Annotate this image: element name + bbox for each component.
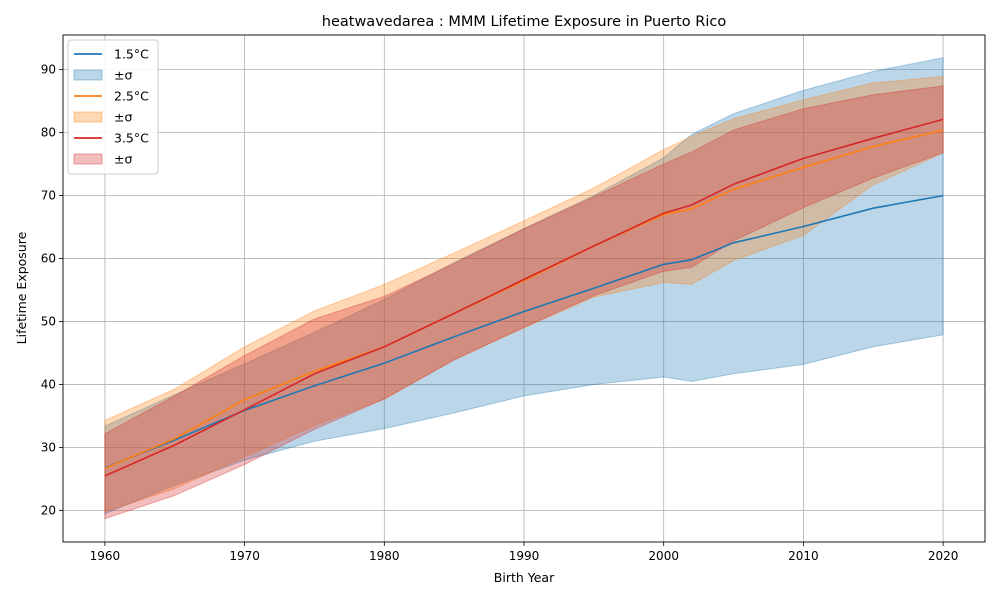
y-tick-label: 40 <box>41 378 56 392</box>
x-tick-label: 2020 <box>928 549 959 563</box>
y-tick-label: 80 <box>41 126 56 140</box>
series-lines <box>104 118 944 477</box>
legend-label-line-3: 3.5°C <box>114 131 149 146</box>
legend-label-line-1: 1.5°C <box>114 47 149 62</box>
grid <box>63 35 985 542</box>
legend-band-swatch <box>73 111 103 123</box>
y-tick-label: 50 <box>41 315 56 329</box>
legend-box <box>67 39 159 175</box>
legend-label-line-2: 2.5°C <box>114 89 149 104</box>
x-tick-label: 1960 <box>90 549 121 563</box>
chart-title: heatwavedarea : MMM Lifetime Exposure in… <box>322 14 727 30</box>
band-series-1 <box>104 57 944 515</box>
legend-label-band-1: ±σ <box>114 68 132 83</box>
y-tick-label: 30 <box>41 441 56 455</box>
y-tick-label: 20 <box>41 504 56 518</box>
x-tick-label: 1990 <box>509 549 540 563</box>
legend: 1.5°C ±σ 2.5°C ±σ 3.5°C ±σ <box>67 39 159 175</box>
line-series-3 <box>104 118 944 477</box>
y-tick-label: 70 <box>41 189 56 203</box>
error-bands <box>104 57 944 520</box>
x-axis-label: Birth Year <box>494 570 555 585</box>
band-series-3 <box>104 85 944 520</box>
y-axis-ticks: 20 30 40 50 60 70 80 90 <box>41 63 63 518</box>
x-tick-label: 1980 <box>369 549 400 563</box>
band-series-2 <box>104 76 944 513</box>
legend-label-band-2: ±σ <box>114 110 132 125</box>
y-axis-label: Lifetime Exposure <box>14 231 29 344</box>
x-tick-label: 2010 <box>788 549 819 563</box>
line-series-1 <box>104 194 944 469</box>
legend-label-band-3: ±σ <box>114 152 132 167</box>
legend-band-swatch <box>73 153 103 165</box>
y-tick-label: 90 <box>41 63 56 77</box>
x-tick-label: 1970 <box>229 549 260 563</box>
legend-band-swatch <box>73 69 103 81</box>
y-tick-label: 60 <box>41 252 56 266</box>
x-tick-label: 2000 <box>648 549 679 563</box>
x-axis-ticks: 1960 1970 1980 1990 2000 2010 2020 <box>90 542 959 563</box>
